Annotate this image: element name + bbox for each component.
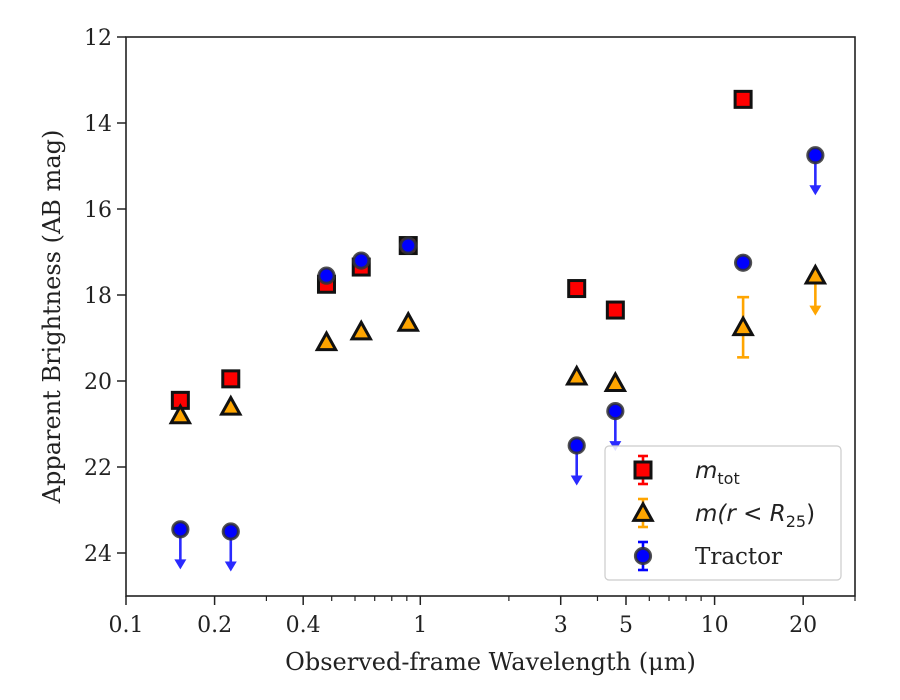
x-tick-label: 5 [619, 613, 633, 638]
x-tick-label: 0.2 [197, 613, 232, 638]
marker-triangle [803, 263, 828, 285]
marker-square [605, 300, 625, 320]
marker-circle [567, 436, 586, 455]
data-point [731, 295, 755, 359]
marker-circle [806, 146, 825, 165]
legend-marker-circle [633, 546, 653, 566]
legend-label: mtot [695, 458, 740, 488]
marker-triangle [603, 370, 628, 393]
data-point [733, 89, 753, 109]
legend-box [604, 445, 842, 581]
legend-entry: m(r < R25) [631, 497, 815, 531]
upper-limit-arrow-head [809, 305, 822, 316]
x-tick-label: 0.1 [109, 613, 144, 638]
legend-marker-triangle [631, 500, 655, 522]
data-point [349, 319, 373, 341]
y-tick-label: 14 [84, 112, 112, 137]
marker-circle [734, 253, 753, 272]
series-tractor [171, 146, 825, 572]
marker-triangle [349, 319, 373, 341]
marker-triangle [731, 314, 755, 337]
data-point [317, 266, 336, 285]
data-point [399, 236, 418, 255]
marker-circle [317, 266, 336, 285]
marker-triangle [168, 403, 193, 425]
data-point [314, 330, 339, 352]
marker-circle [399, 236, 418, 255]
data-point [221, 522, 240, 572]
marker-circle [352, 251, 371, 270]
legend: mtot m(r < R25) Tractor [604, 445, 842, 581]
y-tick-label: 12 [84, 26, 112, 51]
data-point [605, 300, 625, 320]
x-tick-label: 10 [701, 613, 729, 638]
data-point [803, 263, 828, 316]
data-point [221, 369, 241, 389]
data-point [171, 520, 190, 570]
x-axis-label: Observed-frame Wavelength (μm) [285, 648, 696, 676]
legend-entry: Tractor [633, 540, 782, 572]
data-point [806, 146, 825, 196]
marker-circle [221, 522, 240, 541]
data-point [352, 251, 371, 270]
y-tick-label: 24 [84, 542, 112, 567]
upper-limit-arrow-head [809, 185, 822, 196]
x-tick-label: 0.4 [286, 613, 321, 638]
axis-ticks: 0.1 0.2 0.4 1 3 5 10 20 12 14 16 18 20 22 24 [84, 26, 856, 638]
y-tick-label: 20 [84, 370, 112, 395]
marker-circle [171, 520, 190, 539]
data-point [396, 310, 420, 332]
x-tick-label: 20 [789, 613, 817, 638]
legend-label: Tractor [695, 544, 782, 570]
data-point [603, 370, 628, 393]
data-point [606, 402, 625, 452]
marker-square [733, 89, 753, 109]
upper-limit-arrow-head [224, 561, 237, 572]
data-point [734, 253, 753, 272]
data-point [168, 403, 193, 425]
series-mtot [170, 89, 753, 410]
x-tick-label: 1 [413, 613, 427, 638]
data-point [567, 279, 587, 299]
marker-triangle [219, 394, 243, 416]
data-point [567, 436, 586, 486]
legend-entry: mtot [633, 454, 740, 488]
y-tick-label: 18 [84, 284, 112, 309]
marker-triangle [396, 310, 420, 332]
legend-marker-square [633, 460, 653, 480]
y-tick-label: 22 [84, 456, 112, 481]
upper-limit-arrow-head [570, 475, 583, 486]
marker-square [221, 369, 241, 389]
series-m-r25 [168, 263, 828, 425]
y-tick-label: 16 [84, 198, 112, 223]
data-point [219, 394, 243, 416]
x-tick-label: 3 [554, 613, 568, 638]
marker-circle [606, 402, 625, 421]
legend-label: m(r < R25) [695, 501, 815, 531]
data-point [564, 364, 589, 386]
upper-limit-arrow-head [174, 559, 187, 570]
marker-triangle [314, 330, 339, 352]
data-points [168, 89, 828, 572]
marker-square [567, 279, 587, 299]
marker-triangle [564, 364, 589, 386]
y-axis-label: Apparent Brightness (AB mag) [38, 130, 66, 505]
plot-frame [125, 36, 856, 597]
